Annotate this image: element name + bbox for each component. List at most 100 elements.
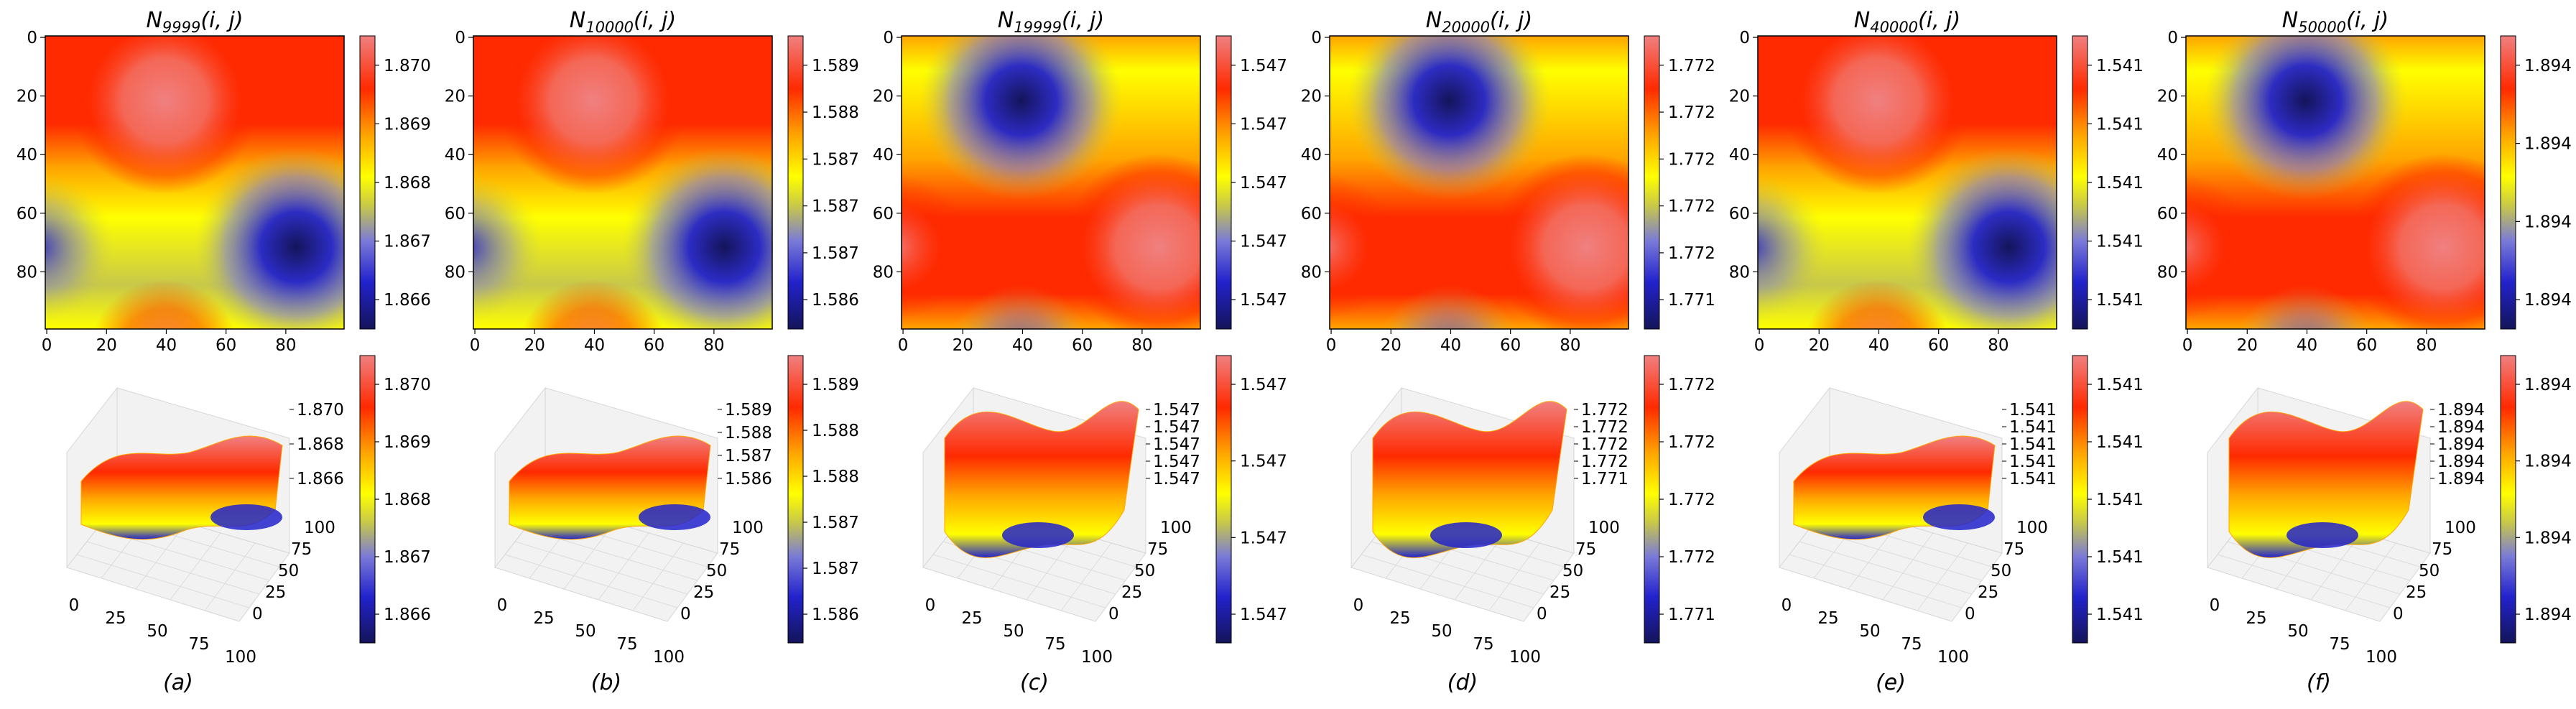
title-base: N — [146, 8, 162, 33]
surface-grid-line — [1882, 532, 1934, 601]
panel-caption: (c) — [1020, 670, 1049, 695]
colorbar-bottom — [1215, 355, 1232, 644]
surface-grid-line — [932, 554, 1106, 608]
surface-x-label: 50 — [575, 622, 596, 641]
colorbar-top-label: 1.771 — [1668, 291, 1715, 310]
y-tick-label: 0 — [455, 29, 465, 47]
heatmap-frame — [901, 35, 1201, 330]
colorbar-top-label: 1.547 — [1240, 233, 1287, 251]
colorbar-top-label: 1.541 — [2096, 57, 2144, 75]
surface-x-label: 25 — [2246, 609, 2266, 628]
title-args: (i, j) — [1062, 8, 1104, 33]
x-tick-label: 0 — [470, 336, 481, 355]
surface-z-label: 1.589 — [725, 401, 772, 420]
y-tick-label: 40 — [17, 146, 37, 164]
surface-trough — [1923, 504, 1995, 530]
heatmap-peak — [2186, 36, 2485, 329]
colorbar-bottom-label: 1.547 — [1240, 529, 1287, 547]
surface-x-label: 0 — [2210, 596, 2220, 615]
colorbar-top-label: 1.587 — [812, 244, 859, 263]
panel-e: N40000(i, j)0 20 40 60 800204060801.5411.541… — [1729, 8, 2144, 695]
surface-z-label: 1.894 — [2437, 418, 2485, 437]
y-tick-label: 40 — [873, 146, 894, 164]
surface-y-label: 75 — [719, 540, 740, 559]
surface-y-label: 25 — [2406, 583, 2427, 602]
colorbar-bottom-label: 1.772 — [1668, 433, 1715, 452]
x-tick-label: 40 — [2297, 336, 2317, 355]
colorbar-bottom-label: 1.547 — [1240, 606, 1287, 624]
surface-3d: 1.5471.5471.5471.5471.547025507510010075… — [922, 386, 1200, 667]
surface-x-label: 100 — [1509, 648, 1541, 667]
title-subscript: 50000 — [2298, 19, 2346, 36]
surface-y-label: 50 — [706, 562, 727, 580]
colorbar-top — [1215, 35, 1232, 330]
colorbar-bottom-label: 1.547 — [1240, 453, 1287, 471]
surface-grid-line — [1060, 542, 1112, 611]
panel-f: N50000(i, j)0 20 40 60 800204060801.8941.894… — [2157, 8, 2572, 695]
y-tick-label: 20 — [1729, 88, 1750, 106]
surface-grid-line — [1361, 554, 1534, 608]
surface-x-label: 100 — [1937, 648, 1969, 667]
y-tick-label: 40 — [445, 146, 465, 164]
y-tick-label: 80 — [2157, 263, 2178, 282]
colorbar-top-label: 1.772 — [1668, 244, 1715, 263]
surface-z-label: 1.772 — [1581, 435, 1628, 454]
x-tick-label: 0 — [1326, 336, 1337, 355]
surface-x-label: 25 — [1389, 609, 1410, 628]
surface-z-label: 1.547 — [1153, 470, 1200, 488]
surface-z-label: 1.894 — [2437, 401, 2485, 420]
surface-mesh — [2228, 401, 2424, 558]
y-tick-label: 60 — [17, 205, 37, 223]
colorbar-top-label: 1.772 — [1668, 57, 1715, 75]
surface-grid-line — [86, 541, 260, 595]
colorbar-top-label: 1.869 — [384, 115, 431, 134]
title-args: (i, j) — [200, 8, 243, 33]
surface-z-label: 1.541 — [2009, 401, 2057, 420]
title-args: (i, j) — [2346, 8, 2389, 33]
title-base: N — [570, 8, 585, 33]
surface-y-label: 50 — [2419, 562, 2440, 580]
colorbar-bottom-label: 1.771 — [1668, 606, 1715, 624]
surface-x-label: 50 — [1003, 622, 1024, 641]
colorbar-bottom-label: 1.894 — [2524, 453, 2572, 471]
colorbar-bottom — [787, 355, 804, 644]
surface-x-label: 0 — [497, 596, 508, 615]
surface-x-label: 0 — [69, 596, 80, 615]
surface-x-label: 100 — [2366, 648, 2397, 667]
x-tick-label: 80 — [1560, 336, 1580, 355]
surface-grid-line — [2345, 542, 2396, 611]
surface-z-label: 1.547 — [1153, 418, 1200, 437]
surface-z-label: 1.541 — [2009, 418, 2057, 437]
title-args: (i, j) — [1918, 8, 1960, 33]
colorbar-top-label: 1.772 — [1668, 150, 1715, 169]
colorbar-top-label: 1.541 — [2096, 115, 2144, 134]
panel-caption: (d) — [1447, 670, 1478, 695]
y-tick-label: 60 — [1729, 205, 1750, 223]
colorbar-top-label: 1.589 — [812, 57, 859, 75]
surface-x-label: 75 — [188, 635, 209, 654]
colorbar-bottom-label: 1.866 — [384, 606, 431, 624]
heatmap — [473, 35, 773, 330]
surface-grid-line — [204, 542, 256, 611]
x-tick-label: 80 — [1131, 336, 1152, 355]
colorbar-bottom-label: 1.589 — [812, 376, 859, 394]
x-tick-label: 0 — [898, 336, 909, 355]
title-subscript: 40000 — [1870, 19, 1918, 36]
heatmap-frame — [473, 35, 773, 330]
heatmap-peak — [473, 36, 772, 329]
surface-z-label: 1.894 — [2437, 470, 2485, 488]
colorbar-top — [2500, 35, 2516, 330]
heatmap — [1757, 35, 2057, 330]
surface-grid-line — [76, 554, 250, 608]
x-tick-label: 40 — [156, 336, 177, 355]
surface-z-label: 1.547 — [1153, 401, 1200, 420]
surface-x-label: 25 — [105, 609, 126, 628]
x-tick-label: 20 — [524, 336, 545, 355]
surface-x-label: 50 — [1859, 622, 1880, 641]
heatmap-peak — [902, 36, 1200, 329]
colorbar-top-label: 1.547 — [1240, 174, 1287, 193]
x-tick-label: 60 — [1928, 336, 1949, 355]
y-tick-label: 0 — [27, 29, 37, 47]
surface-grid-line — [1848, 522, 1899, 590]
y-tick-label: 0 — [1311, 29, 1322, 47]
